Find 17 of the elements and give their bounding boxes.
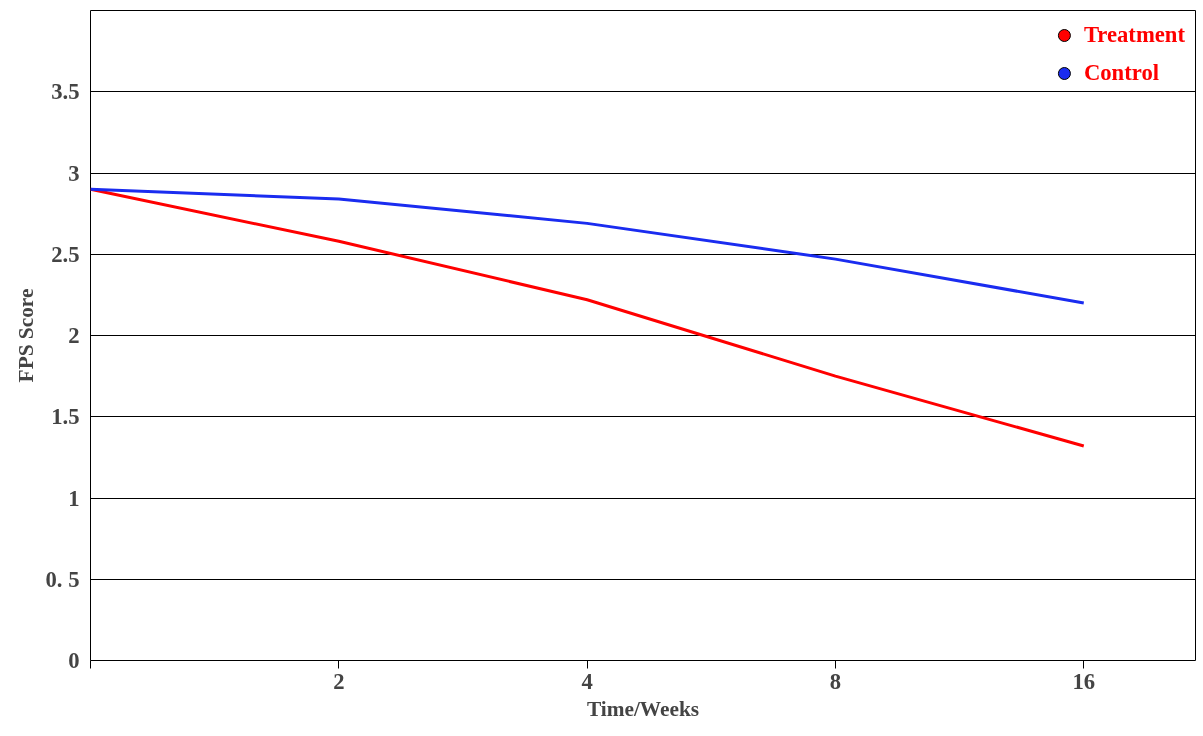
y-tick-label: 1.5 <box>51 404 80 430</box>
x-axis-title: Time/Weeks <box>586 696 700 721</box>
y-tick-label: 0. 5 <box>45 566 80 592</box>
y-tick-label: 2 <box>68 323 80 348</box>
x-tick-label: 8 <box>829 668 842 694</box>
y-tick-label: 1 <box>68 485 80 511</box>
y-tick-label: 3 <box>68 160 80 186</box>
legend-label: Treatment <box>1083 22 1185 48</box>
y-tick-label: 2.5 <box>51 241 80 267</box>
line-series <box>90 187 1086 305</box>
legend-label: Control <box>1083 60 1160 86</box>
y-axis-title: FPS Score <box>13 288 38 383</box>
x-tick-label: 2 <box>333 668 345 694</box>
y-tick-label: 0 <box>68 648 80 673</box>
x-tick-label: 4 <box>581 668 593 694</box>
x-tick-label: 16 <box>1072 668 1096 694</box>
y-tick-label: 3.5 <box>51 79 80 105</box>
